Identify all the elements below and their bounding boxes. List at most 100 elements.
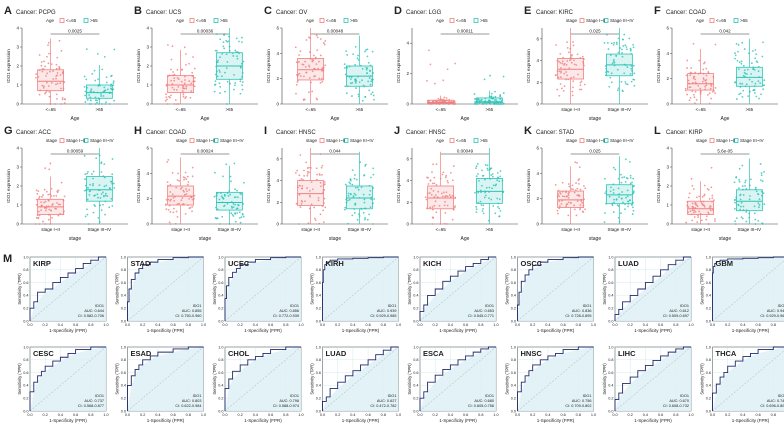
y-tick-label: 0.8 <box>316 358 321 362</box>
data-point <box>621 52 623 54</box>
x-tick-label: stage I~II <box>171 227 190 232</box>
data-point <box>699 87 702 90</box>
data-point <box>696 221 699 224</box>
y-tick-label: 0.2 <box>511 307 516 311</box>
data-point <box>616 68 619 71</box>
roc-auc: AUC: 0.796 <box>279 399 299 403</box>
data-point <box>172 211 175 214</box>
data-point <box>305 39 308 41</box>
data-point <box>584 187 587 190</box>
data-point <box>191 175 194 178</box>
data-point <box>305 71 308 74</box>
data-point <box>298 174 301 177</box>
data-point <box>222 175 224 178</box>
x-tick-label: >65 <box>486 107 494 112</box>
y-tick-label: 0.0 <box>121 319 126 323</box>
data-point <box>92 211 95 214</box>
data-point <box>738 180 741 183</box>
y-axis-label: IDO1 expression <box>6 169 11 203</box>
data-point <box>316 49 319 52</box>
legend-item: Stage I~II <box>66 138 85 143</box>
data-point <box>234 212 237 215</box>
legend-item: >65 <box>480 138 488 143</box>
data-point <box>93 204 96 206</box>
y-tick-label: 4 <box>406 178 409 183</box>
data-point <box>707 223 710 225</box>
data-point <box>216 49 218 52</box>
data-point <box>561 60 564 63</box>
data-point <box>47 193 50 196</box>
data-point <box>42 86 45 89</box>
data-point <box>633 84 636 87</box>
panel-letter: I <box>264 125 267 137</box>
roc-panel-M6: OSCC0.00.00.20.20.40.40.60.60.80.81.01.0… <box>505 255 597 333</box>
data-point <box>100 171 103 173</box>
data-point <box>299 50 302 53</box>
data-point <box>57 214 60 217</box>
data-point <box>632 43 635 46</box>
data-point <box>685 221 688 224</box>
data-point <box>55 83 57 86</box>
data-point <box>181 87 184 89</box>
data-point <box>690 177 693 180</box>
data-point <box>165 93 167 96</box>
data-point <box>48 52 50 55</box>
roc-ci: CI: 0.772-0.939 <box>273 314 299 318</box>
y-axis-label: Sensitivity (TPR) <box>17 273 22 305</box>
legend-item: Stage I~II <box>326 138 345 143</box>
data-point <box>242 215 245 218</box>
y-tick-label: 0.6 <box>23 281 28 285</box>
data-point <box>319 153 322 155</box>
data-point <box>371 91 374 94</box>
data-point <box>239 92 242 95</box>
data-point <box>697 84 700 87</box>
data-point <box>576 161 578 164</box>
data-point <box>37 190 40 193</box>
y-tick-label: 1.0 <box>608 345 613 349</box>
data-point <box>170 94 172 97</box>
x-tick-label: 0.6 <box>365 323 370 327</box>
data-point <box>104 103 107 105</box>
data-point <box>607 48 610 50</box>
data-point <box>431 216 434 219</box>
data-point <box>349 193 352 196</box>
data-point <box>109 87 112 90</box>
data-point <box>745 220 748 223</box>
x-tick-label: >65 <box>226 107 234 112</box>
data-point <box>606 41 609 44</box>
data-point <box>435 211 438 214</box>
pvalue-label: 0.00024 <box>197 149 214 154</box>
box <box>605 184 633 205</box>
data-point <box>441 173 444 176</box>
data-point <box>579 84 582 87</box>
data-point <box>43 201 45 204</box>
data-point <box>559 61 562 64</box>
roc-auc: AUC: 0.946 <box>767 309 784 313</box>
data-point <box>168 221 171 224</box>
data-point <box>232 203 235 205</box>
data-point <box>313 67 316 70</box>
data-point <box>628 161 631 163</box>
data-point <box>609 54 612 56</box>
data-point <box>576 53 579 56</box>
data-point <box>734 52 736 55</box>
y-tick-label: 1.0 <box>413 345 418 349</box>
y-tick-label: 6 <box>146 146 149 151</box>
data-point <box>224 71 226 74</box>
data-point <box>185 85 188 88</box>
data-point <box>498 215 501 218</box>
box <box>475 177 503 204</box>
y-tick-label: 0 <box>536 222 539 227</box>
y-tick-label: 4 <box>276 178 279 183</box>
data-point <box>225 67 228 70</box>
data-point <box>442 79 445 82</box>
data-point <box>188 188 191 191</box>
roc-ci: CI: 0.728-0.895 <box>565 314 591 318</box>
data-point <box>223 193 226 196</box>
roc-title: GBM <box>716 259 734 268</box>
data-point <box>575 214 578 217</box>
data-point <box>694 102 696 105</box>
roc-ci: CI: 0.545-0.771 <box>468 314 494 318</box>
data-point <box>686 59 689 62</box>
data-point <box>633 72 636 75</box>
